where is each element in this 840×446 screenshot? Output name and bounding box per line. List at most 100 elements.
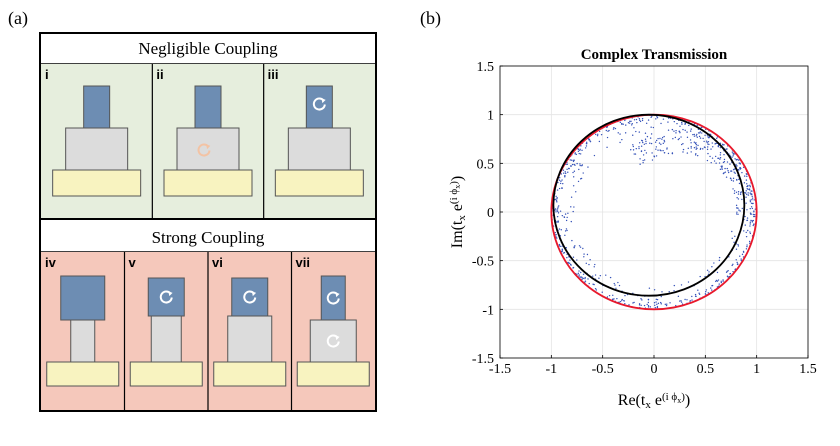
scatter-point <box>736 211 738 213</box>
scatter-point <box>656 115 658 118</box>
scatter-point <box>699 132 701 134</box>
scatter-point <box>647 298 650 301</box>
scatter-point <box>663 141 666 143</box>
base-block <box>52 169 142 197</box>
scatter-point <box>631 122 633 125</box>
scatter-point <box>606 296 609 298</box>
scatter-point <box>563 252 566 254</box>
scatter-point <box>588 139 590 141</box>
scatter-point <box>584 280 587 282</box>
scatter-point <box>556 215 559 218</box>
scatter-point <box>708 271 710 273</box>
scatter-point <box>644 138 647 140</box>
scatter-point <box>679 131 681 134</box>
scatter-point <box>709 155 711 158</box>
y-tick-label: -1 <box>482 303 494 318</box>
scatter-point <box>684 122 687 125</box>
scatter-point <box>723 160 726 163</box>
scatter-point <box>694 142 697 145</box>
scatter-point <box>662 142 665 145</box>
scatter-point <box>734 235 736 238</box>
scatter-point <box>698 292 700 294</box>
scatter-point <box>555 200 558 202</box>
scatter-point <box>696 133 698 136</box>
scatter-point <box>653 289 656 291</box>
scatter-point <box>715 162 717 164</box>
scatter-point <box>732 263 734 266</box>
scatter-point <box>706 148 709 151</box>
scatter-point <box>693 123 696 125</box>
scatter-point <box>678 137 680 140</box>
scatter-point <box>673 120 676 123</box>
scatter-point <box>697 144 699 147</box>
scatter-point <box>557 206 559 208</box>
scatter-point <box>714 155 717 158</box>
scatter-point <box>718 259 721 262</box>
scatter-point <box>665 304 668 307</box>
scatter-point <box>723 153 725 156</box>
y-tick-label: -1.5 <box>472 352 494 367</box>
scatter-point <box>682 151 684 153</box>
scatter-point <box>732 177 735 180</box>
scatter-point <box>613 282 615 285</box>
scatter-point <box>710 287 712 289</box>
scatter-point <box>629 120 631 123</box>
scatter-point <box>681 121 683 124</box>
scatter-point <box>644 149 646 152</box>
scatter-point <box>579 153 582 155</box>
cell-iii: iii <box>263 64 364 219</box>
scatter-point <box>695 146 697 148</box>
scatter-point <box>716 271 719 274</box>
scatter-point <box>746 209 748 211</box>
scatter-point <box>698 135 701 138</box>
scatter-point <box>716 280 719 282</box>
scatter-point <box>706 141 708 144</box>
scatter-point <box>719 156 722 159</box>
base-block <box>163 169 253 197</box>
scatter-point <box>735 248 738 250</box>
scatter-point <box>562 182 564 185</box>
scatter-point <box>655 155 658 157</box>
rotation-icon <box>243 290 257 304</box>
scatter-point <box>582 277 584 280</box>
scatter-point <box>696 154 699 157</box>
cell-vii: vii <box>290 252 370 410</box>
scatter-point <box>667 121 669 123</box>
scatter-point <box>746 193 748 196</box>
scatter-point <box>726 167 729 170</box>
scatter-point <box>749 192 751 194</box>
scatter-point <box>619 133 621 135</box>
scatter-point <box>751 195 753 198</box>
scatter-point <box>632 302 634 304</box>
scatter-point <box>689 130 692 132</box>
scatter-point <box>581 278 583 280</box>
scatter-point <box>623 300 625 302</box>
scatter-point <box>736 207 738 209</box>
scatter-point <box>576 259 578 261</box>
scatter-point <box>708 143 710 146</box>
scatter-point <box>619 141 621 144</box>
y-axis-label: Im(tx e(i ϕx)) <box>448 176 468 248</box>
scatter-point <box>572 176 575 178</box>
y-tick-label: 0 <box>487 206 494 221</box>
scatter-point <box>673 284 676 287</box>
scatter-point <box>695 148 697 150</box>
cell-v: v <box>123 252 203 410</box>
scatter-point <box>568 167 570 170</box>
middle-block <box>287 127 351 171</box>
scatter-point <box>750 193 752 195</box>
x-tick-label: 1.5 <box>799 362 817 377</box>
scatter-point <box>750 202 753 204</box>
scatter-point <box>565 172 567 175</box>
scatter-point <box>569 159 571 161</box>
scatter-point <box>745 190 747 192</box>
scatter-point <box>568 262 570 264</box>
scatter-point <box>693 141 696 143</box>
scatter-point <box>624 132 627 134</box>
scatter-point <box>557 208 559 210</box>
scatter-point <box>624 119 626 122</box>
negligible-coupling-title: Negligible Coupling <box>138 39 278 58</box>
scatter-point <box>642 154 645 156</box>
scatter-point <box>641 117 644 120</box>
